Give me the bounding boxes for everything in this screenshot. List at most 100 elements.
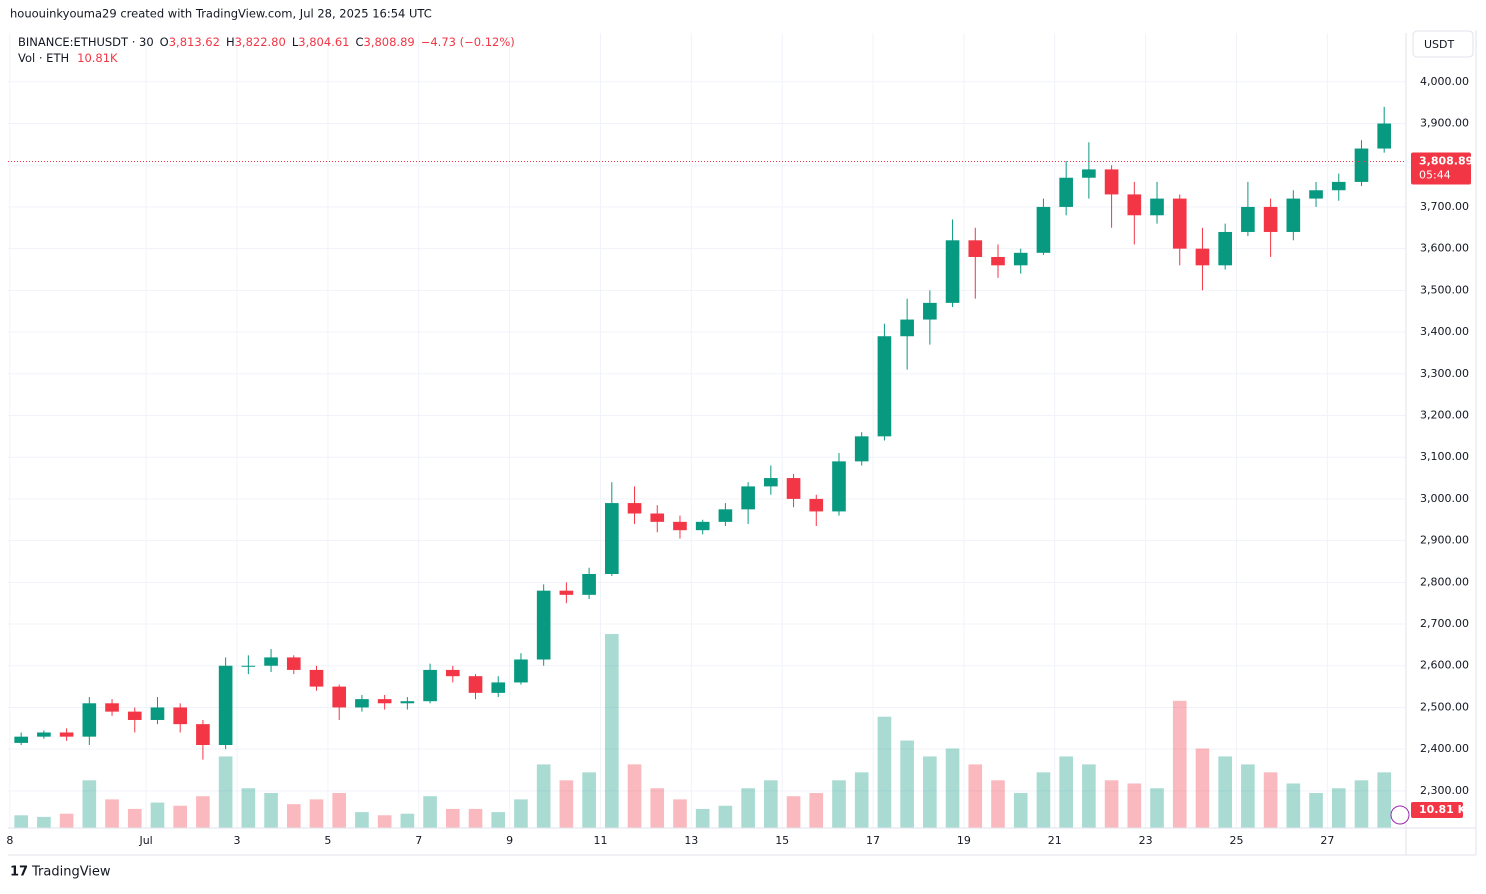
volume-legend: Vol · ETH 10.81K bbox=[18, 51, 118, 65]
candle-body bbox=[1195, 248, 1210, 266]
volume-bar bbox=[377, 815, 392, 828]
volume-bar bbox=[286, 804, 301, 828]
volume-bar bbox=[491, 812, 506, 828]
volume-bar bbox=[945, 748, 960, 828]
volume-badge-box bbox=[1411, 802, 1463, 818]
volume-badge: 10.81 K bbox=[1419, 803, 1467, 816]
y-tick-label: 2,600.00 bbox=[1420, 659, 1469, 672]
volume-bar bbox=[1377, 772, 1392, 828]
volume-bar bbox=[1082, 764, 1096, 828]
candle-body bbox=[514, 659, 528, 683]
volume-bar bbox=[536, 764, 551, 828]
candle-body bbox=[127, 711, 142, 720]
y-tick-label: 3,600.00 bbox=[1420, 242, 1469, 255]
candle-body bbox=[854, 436, 869, 462]
volume-bar bbox=[37, 816, 51, 828]
candle-body bbox=[582, 573, 596, 595]
candle-body bbox=[241, 665, 256, 667]
x-tick-label: 17 bbox=[866, 834, 880, 847]
y-tick-label: 2,300.00 bbox=[1420, 784, 1469, 797]
candle-body bbox=[968, 240, 983, 257]
y-tick-label: 3,300.00 bbox=[1420, 367, 1469, 380]
y-tick-label: 2,900.00 bbox=[1420, 534, 1469, 547]
volume-bar bbox=[445, 808, 460, 828]
volume-bar bbox=[514, 799, 528, 828]
x-tick-label: 11 bbox=[593, 834, 607, 847]
candle-body bbox=[1241, 206, 1255, 232]
volume-bar bbox=[355, 812, 369, 828]
value: 3,808.89 bbox=[364, 35, 415, 49]
x-tick-label: 21 bbox=[1048, 834, 1062, 847]
volume-bar bbox=[650, 788, 665, 828]
volume-bar bbox=[559, 780, 574, 828]
volume-bar bbox=[741, 788, 755, 828]
candle-body bbox=[355, 699, 369, 708]
volume-bar bbox=[241, 788, 256, 828]
x-tick-label: 9 bbox=[506, 834, 513, 847]
volume-bar bbox=[1127, 783, 1142, 828]
candle-body bbox=[1331, 181, 1346, 191]
x-tick-label: 23 bbox=[1139, 834, 1153, 847]
volume-bar bbox=[854, 772, 869, 828]
volume-bar bbox=[627, 764, 642, 828]
candle-body bbox=[1377, 123, 1392, 149]
candle-body bbox=[1263, 206, 1278, 232]
candle-body bbox=[627, 503, 642, 514]
volume-bar bbox=[605, 634, 619, 828]
volume-bar bbox=[423, 796, 437, 828]
volume-bar bbox=[400, 813, 415, 828]
volume-bar bbox=[1309, 793, 1323, 828]
candle-body bbox=[1127, 194, 1142, 216]
volume-bar bbox=[264, 793, 278, 828]
symbol: BINANCE:ETHUSDT · 30 O3,813.62 H3,822.80 L3… bbox=[18, 35, 515, 49]
candle-body bbox=[423, 669, 437, 702]
y-tick-label: 3,700.00 bbox=[1420, 200, 1469, 213]
replay-icon bbox=[1390, 805, 1410, 825]
candle-body bbox=[37, 732, 51, 737]
currency[interactable]: USDT bbox=[1424, 38, 1455, 51]
y-tick-label: 3,200.00 bbox=[1420, 408, 1469, 421]
symbol-name: BINANCE:ETHUSDT · 30 bbox=[18, 35, 154, 49]
volume-bar bbox=[832, 780, 846, 828]
candle-body bbox=[1150, 198, 1164, 216]
volume-bar bbox=[968, 764, 983, 828]
currency-button[interactable] bbox=[1412, 30, 1474, 58]
value: 10.81K bbox=[77, 51, 118, 65]
y-tick-label: 3,100.00 bbox=[1420, 450, 1469, 463]
volume-bar bbox=[673, 799, 687, 828]
volume-bar bbox=[764, 780, 778, 828]
y-tick-label: 3,000.00 bbox=[1420, 492, 1469, 505]
candle-body bbox=[1059, 177, 1073, 207]
candle-body bbox=[605, 503, 619, 574]
change: −4.73 (−0.12%) bbox=[421, 35, 515, 49]
last-price-box bbox=[1411, 152, 1471, 185]
candle-body bbox=[900, 319, 914, 337]
volume-bar bbox=[468, 808, 483, 828]
y-tick-label: 2,500.00 bbox=[1420, 700, 1469, 713]
label: L bbox=[292, 35, 299, 49]
volume-bar bbox=[582, 772, 596, 828]
y-tick-label: 2,400.00 bbox=[1420, 742, 1469, 755]
volume-layer bbox=[14, 634, 1392, 828]
candle-body bbox=[1036, 206, 1051, 253]
candle-body bbox=[82, 703, 97, 737]
label: Vol · ETH bbox=[18, 51, 69, 65]
candle-body bbox=[877, 336, 892, 437]
candle-body bbox=[1286, 198, 1301, 232]
volume-bar bbox=[332, 793, 347, 828]
volume-bar bbox=[923, 756, 937, 828]
candle-body bbox=[1309, 190, 1323, 199]
y-tick-label: 3,400.00 bbox=[1420, 325, 1469, 338]
footer: TradingView bbox=[31, 865, 111, 880]
candle-body bbox=[400, 701, 415, 704]
candle-body bbox=[264, 657, 278, 666]
candle-body bbox=[377, 699, 392, 704]
y-tick-label: 2,700.00 bbox=[1420, 617, 1469, 630]
grid bbox=[8, 33, 1406, 828]
volume-bar bbox=[1172, 700, 1187, 828]
volume-bar bbox=[105, 799, 119, 828]
volume-bar bbox=[1218, 756, 1232, 828]
candle-body bbox=[468, 676, 483, 693]
